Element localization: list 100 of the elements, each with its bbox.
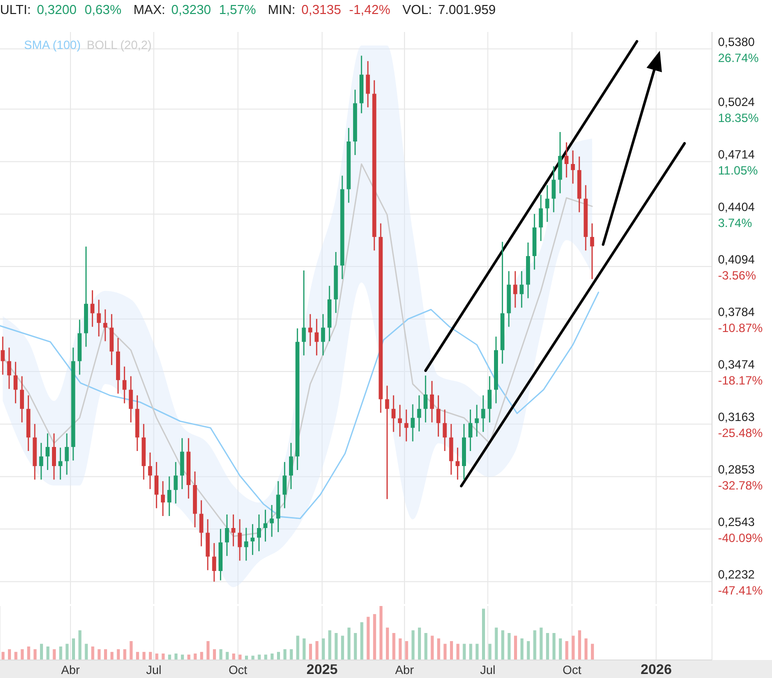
bar	[302, 638, 306, 660]
bar	[277, 652, 280, 660]
bar	[366, 616, 370, 660]
bar	[322, 638, 325, 660]
bar	[488, 644, 492, 660]
bar	[494, 628, 498, 660]
bar	[334, 633, 338, 660]
bar	[296, 636, 300, 660]
bar	[526, 641, 530, 660]
bar	[238, 654, 242, 660]
bar	[219, 649, 222, 660]
y2-tick-label: -10.87%	[718, 321, 764, 336]
bar	[373, 614, 376, 660]
bar	[590, 644, 594, 660]
bar	[578, 630, 582, 660]
y2-tick-label: 3.74%	[718, 216, 752, 230]
bar	[584, 638, 588, 660]
y2-tick-label: 18.35%	[718, 111, 760, 126]
bar	[398, 638, 402, 660]
y-tick-label: 0,4094	[718, 252, 756, 267]
y-tick-label: 0,2232	[718, 568, 756, 582]
bar	[168, 654, 172, 660]
bar	[258, 654, 261, 660]
y-tick-label: 0,5024	[718, 95, 756, 110]
bar	[8, 649, 11, 660]
bar	[565, 641, 568, 660]
y2-tick-label: -47.41%	[718, 584, 764, 598]
bar	[347, 628, 350, 660]
bar	[40, 644, 43, 660]
bar	[405, 641, 408, 660]
bar	[116, 649, 120, 660]
bar	[20, 649, 24, 660]
bar	[386, 628, 389, 660]
x-tick-label: Oct	[562, 663, 582, 677]
bar	[520, 638, 524, 660]
y2-tick-label: -3.56%	[718, 268, 756, 283]
y-tick-label: 0,5380	[718, 34, 756, 49]
bar	[142, 652, 146, 660]
y2-tick-label: -25.48%	[718, 426, 764, 440]
x-tick-label: Abr	[61, 663, 80, 677]
bar	[98, 649, 101, 660]
bar	[59, 646, 62, 660]
bar	[462, 644, 466, 660]
bar	[437, 638, 440, 660]
bar	[206, 641, 210, 660]
y-tick-label: 0,3163	[718, 410, 756, 424]
bar	[264, 654, 268, 660]
bar	[66, 644, 69, 660]
bar	[104, 649, 108, 660]
bar	[309, 644, 312, 660]
x-tick-label: 2025	[306, 661, 338, 677]
bar	[155, 654, 158, 660]
text: 7.001.959	[438, 2, 496, 17]
bar	[508, 633, 511, 660]
bar	[27, 646, 30, 660]
bar	[360, 622, 364, 660]
bar	[501, 630, 504, 660]
bar	[341, 636, 344, 660]
bar	[456, 644, 460, 660]
bar	[412, 630, 415, 660]
bar	[14, 652, 18, 660]
text: VOL:	[402, 2, 432, 17]
bar	[110, 652, 114, 660]
bar	[354, 633, 357, 660]
bar	[328, 630, 332, 660]
text: MAX:	[133, 2, 166, 17]
bar	[418, 628, 421, 660]
y2-tick-label: -18.17%	[718, 374, 764, 388]
y-tick-label: 0,4714	[718, 148, 756, 162]
x-tick-label: 2026	[640, 661, 672, 677]
bar	[52, 649, 56, 660]
text: 0,63%	[84, 2, 122, 17]
y-tick-label: 0,3784	[718, 305, 756, 320]
bar	[251, 656, 254, 660]
bar	[283, 649, 286, 660]
bar	[232, 654, 236, 660]
y2-tick-label: 26.74%	[718, 50, 760, 65]
text: 0,3135	[301, 2, 342, 17]
x-tick-label: Oct	[228, 663, 248, 677]
bar	[187, 654, 190, 660]
bar	[123, 649, 126, 660]
bar	[558, 638, 562, 660]
bar	[430, 636, 434, 660]
bar	[180, 654, 184, 660]
bar	[444, 644, 447, 660]
bar	[226, 652, 229, 660]
bar	[78, 630, 82, 660]
bar	[552, 633, 556, 660]
y-tick-label: 0,2853	[718, 462, 756, 477]
bar	[200, 652, 204, 660]
bar	[270, 654, 274, 660]
text: MIN:	[268, 2, 296, 17]
bar	[469, 644, 472, 660]
bar	[315, 641, 318, 660]
bar	[476, 644, 479, 660]
bar	[91, 646, 94, 660]
bar	[2, 652, 5, 660]
bar	[450, 641, 453, 660]
bar	[136, 652, 140, 660]
text: 0,3230	[171, 2, 212, 17]
